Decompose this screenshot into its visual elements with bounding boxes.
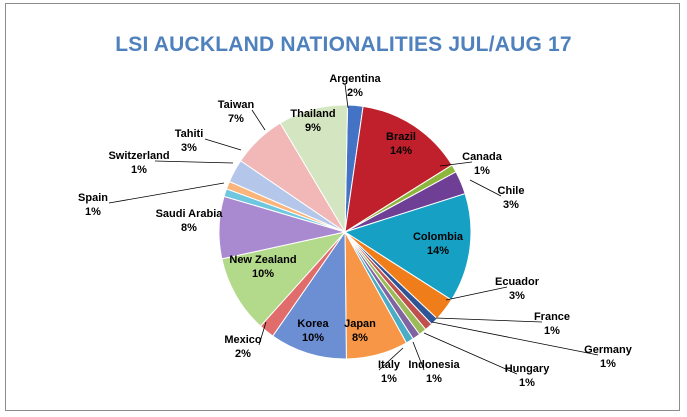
data-label-saudi-arabia: Saudi Arabia: [156, 208, 224, 220]
pie-slices: [218, 104, 472, 360]
data-label-thailand: Thailand: [290, 108, 335, 120]
data-value-hungary: 1%: [519, 377, 535, 389]
leader-line-ecuador: [445, 286, 508, 301]
data-label-canada: Canada: [462, 151, 503, 163]
data-label-france: France: [534, 311, 570, 323]
data-label-mexico: Mexico: [224, 334, 262, 346]
data-label-spain: Spain: [78, 192, 108, 204]
leader-line-chile: [469, 179, 502, 197]
leader-line-france: [435, 317, 543, 323]
leader-line-argentina: [344, 83, 349, 109]
data-value-germany: 1%: [600, 358, 616, 370]
leader-line-switzerland: [154, 160, 234, 164]
leader-line-mexico: [258, 321, 267, 346]
data-value-chile: 3%: [503, 199, 519, 211]
leader-line-hungary: [423, 332, 518, 375]
data-value-korea: 10%: [302, 332, 324, 344]
pie-slice-colombia: [343, 193, 472, 301]
leader-line-canada: [439, 161, 473, 167]
leader-line-germany: [431, 321, 599, 356]
data-value-japan: 8%: [352, 332, 368, 344]
data-value-spain: 1%: [85, 206, 101, 218]
data-label-italy: Italy: [378, 359, 401, 371]
data-label-new-zealand: New Zealand: [229, 254, 296, 266]
data-value-new-zealand: 10%: [252, 268, 274, 280]
pie-slice-brazil: [344, 105, 453, 233]
data-label-ecuador: Ecuador: [495, 276, 540, 288]
data-value-taiwan: 7%: [228, 113, 244, 125]
data-value-switzerland: 1%: [131, 164, 147, 176]
data-value-brazil: 14%: [390, 145, 412, 157]
data-label-tahiti: Tahiti: [175, 128, 204, 140]
data-label-taiwan: Taiwan: [218, 99, 255, 111]
data-label-indonesia: Indonesia: [408, 359, 460, 371]
pie-slice-new-zealand: [221, 231, 347, 327]
data-label-colombia: Colombia: [413, 231, 464, 243]
data-value-canada: 1%: [474, 165, 490, 177]
data-value-thailand: 9%: [305, 122, 321, 134]
chart-title: LSI AUCKLAND NATIONALITIES JUL/AUG 17: [115, 33, 572, 56]
leader-line-italy: [378, 347, 404, 371]
data-label-germany: Germany: [584, 344, 633, 356]
leader-line-tahiti: [204, 138, 242, 151]
leader-line-spain: [108, 182, 225, 204]
data-value-tahiti: 3%: [181, 142, 197, 154]
data-value-mexico: 2%: [235, 348, 251, 360]
pie-slice-korea: [272, 230, 347, 360]
data-label-brazil: Brazil: [386, 131, 416, 143]
data-label-argentina: Argentina: [329, 73, 381, 85]
data-value-argentina: 2%: [347, 87, 363, 99]
data-value-indonesia: 1%: [426, 373, 442, 385]
data-label-japan: Japan: [344, 318, 376, 330]
leader-line-indonesia: [412, 341, 425, 371]
data-label-chile: Chile: [498, 185, 525, 197]
data-label-switzerland: Switzerland: [108, 150, 169, 162]
data-value-colombia: 14%: [427, 245, 449, 257]
data-value-italy: 1%: [381, 373, 397, 385]
leader-line-taiwan: [251, 109, 266, 131]
data-label-korea: Korea: [297, 318, 329, 330]
data-label-hungary: Hungary: [505, 363, 551, 375]
data-value-saudi-arabia: 8%: [181, 222, 197, 234]
data-value-france: 1%: [544, 325, 560, 337]
data-value-ecuador: 3%: [509, 290, 525, 302]
